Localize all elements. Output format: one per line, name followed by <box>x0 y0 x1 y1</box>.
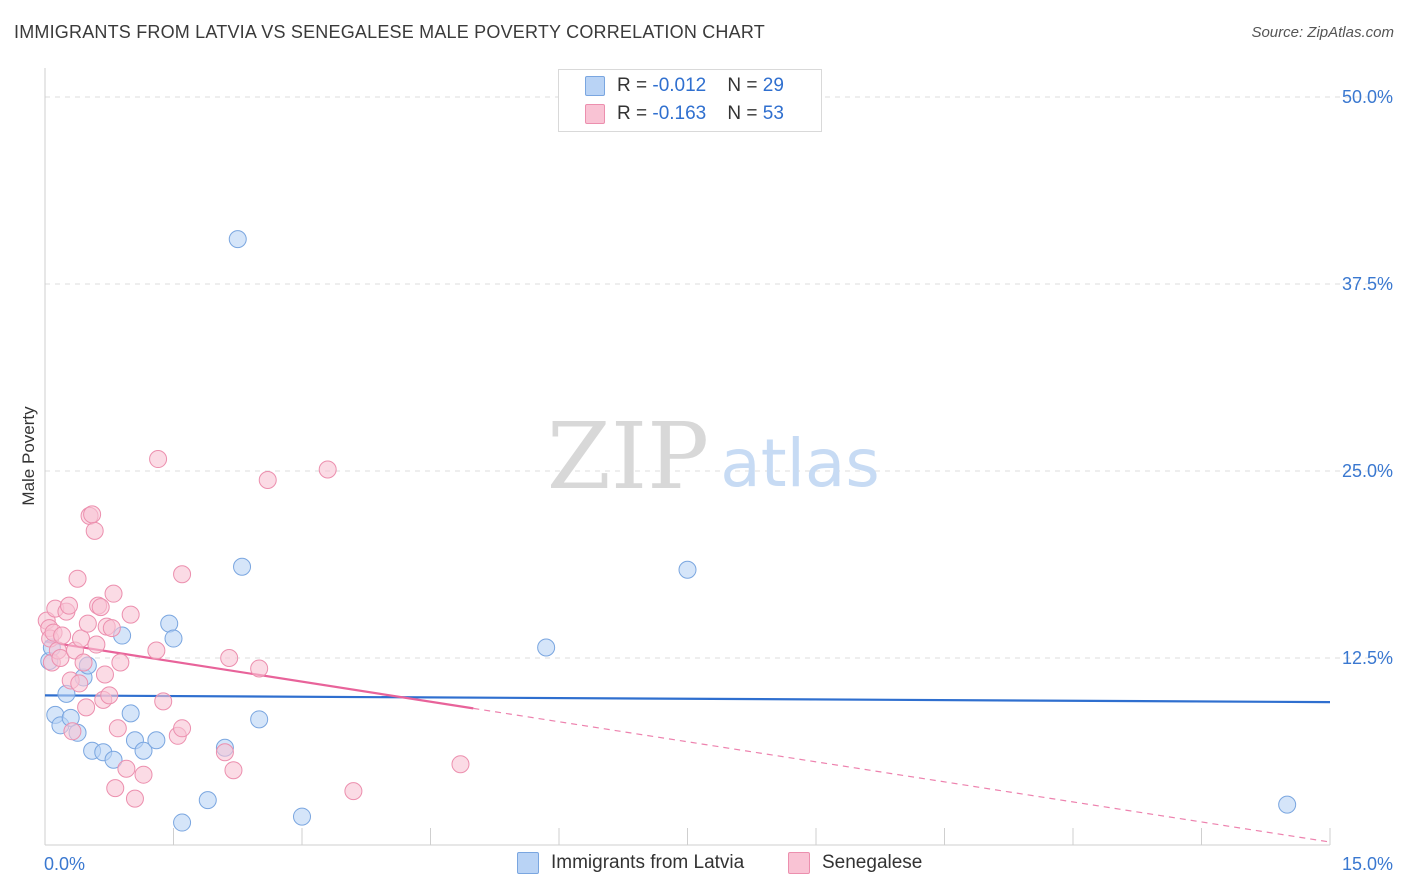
latvia-point <box>678 560 697 579</box>
senegalese-point <box>100 686 119 705</box>
senegalese-point <box>125 789 144 808</box>
senegalese-point <box>83 505 102 524</box>
legend-swatch-pink <box>788 852 810 874</box>
latvia-point <box>293 807 311 826</box>
senegalese-point <box>63 722 82 741</box>
senegalese-point <box>108 719 127 738</box>
n-value: 29 <box>762 75 784 96</box>
senegalese-point <box>104 584 123 603</box>
senegalese-point <box>344 782 363 801</box>
legend-swatch-pink <box>585 104 605 124</box>
senegalese-point <box>215 743 234 762</box>
latvia-point <box>164 629 183 648</box>
legend-row-text: R = -0.163 N = 53 <box>617 103 784 125</box>
senegalese-point <box>51 649 70 667</box>
legend-swatch-blue <box>517 852 539 874</box>
senegalese-point <box>59 596 78 615</box>
senegalese-trendline-extension <box>473 707 1331 843</box>
latvia-point <box>173 813 192 832</box>
senegalese-point <box>134 765 153 784</box>
latvia-point <box>121 704 140 723</box>
senegalese-point <box>318 460 337 479</box>
x-tick-label: 15.0% <box>1342 854 1393 874</box>
n-label: N = <box>727 103 763 124</box>
r-value: -0.012 <box>652 75 707 96</box>
senegalese-point <box>85 521 104 540</box>
senegalese-point <box>173 719 192 738</box>
senegalese-point <box>451 755 470 774</box>
latvia-point <box>104 750 123 769</box>
watermark: ZIP atlas <box>547 403 880 510</box>
chart-title: IMMIGRANTS FROM LATVIA VS SENEGALESE MAL… <box>14 22 765 42</box>
n-value: 53 <box>762 103 784 124</box>
latvia-point <box>147 731 166 750</box>
legend-label-latvia: Immigrants from Latvia <box>551 852 745 873</box>
senegalese-point <box>147 641 166 660</box>
latvia-point <box>537 638 556 657</box>
r-label: R = <box>617 75 653 96</box>
senegalese-point <box>78 614 97 633</box>
senegalese-point <box>71 629 90 648</box>
senegalese-point <box>121 605 140 624</box>
latvia-point <box>250 710 269 729</box>
senegalese-point <box>102 619 121 638</box>
senegalese-point <box>258 470 277 489</box>
senegalese-point <box>70 674 89 693</box>
r-label: R = <box>617 103 653 124</box>
r-value: -0.163 <box>652 103 707 124</box>
n-label: N = <box>727 75 763 96</box>
latvia-trendline <box>44 694 1331 704</box>
latvia-point <box>134 741 153 760</box>
senegalese-point <box>91 598 110 617</box>
senegalese-point <box>77 698 96 717</box>
axis-layer <box>44 68 1331 846</box>
senegalese-point <box>117 759 136 778</box>
senegalese-point <box>250 659 269 678</box>
y-tick-label: 25.0% <box>1342 461 1393 481</box>
points-layer <box>37 230 1297 832</box>
legend-item-latvia[interactable]: Immigrants from Latvia <box>517 852 744 874</box>
y-tick-label: 12.5% <box>1342 648 1393 668</box>
y-tick-label: 37.5% <box>1342 274 1393 294</box>
legend-swatch-blue <box>585 76 605 96</box>
senegalese-point <box>68 569 87 588</box>
senegalese-point <box>173 565 192 584</box>
senegalese-point <box>220 649 239 667</box>
y-tick-label: 50.0% <box>1342 87 1393 107</box>
watermark-zip: ZIP <box>547 403 709 510</box>
grid-layer <box>45 96 1395 659</box>
latvia-point <box>228 230 247 249</box>
source-credit: Source: ZipAtlas.com <box>1251 24 1394 41</box>
x-tick-label: 0.0% <box>44 854 85 874</box>
correlation-legend: R = -0.012 N = 29 R = -0.163 N = 53 <box>558 69 822 132</box>
y-axis-title: Male Poverty <box>19 406 38 506</box>
senegalese-point <box>53 626 72 645</box>
legend-label-senegalese: Senegalese <box>822 852 923 873</box>
senegalese-point <box>74 653 93 672</box>
trend-layer <box>44 640 1331 843</box>
series-legend: Immigrants from Latvia Senegalese <box>0 852 1406 878</box>
senegalese-point <box>224 761 243 780</box>
senegalese-point <box>95 665 114 684</box>
senegalese-point <box>154 692 173 711</box>
latvia-point <box>233 557 252 576</box>
senegalese-point <box>87 635 106 654</box>
latvia-point <box>160 614 179 633</box>
senegalese-point <box>111 653 130 672</box>
senegalese-point <box>149 450 168 469</box>
legend-row-text: R = -0.012 N = 29 <box>617 75 784 97</box>
legend-item-senegalese[interactable]: Senegalese <box>788 852 922 874</box>
senegalese-point <box>106 779 125 798</box>
latvia-point <box>198 791 217 810</box>
watermark-atlas: atlas <box>720 425 880 502</box>
latvia-point <box>1278 795 1297 814</box>
label-layer: 12.5% 25.0% 37.5% 50.0% 0.0% 15.0% Male Povert… <box>19 87 1393 874</box>
